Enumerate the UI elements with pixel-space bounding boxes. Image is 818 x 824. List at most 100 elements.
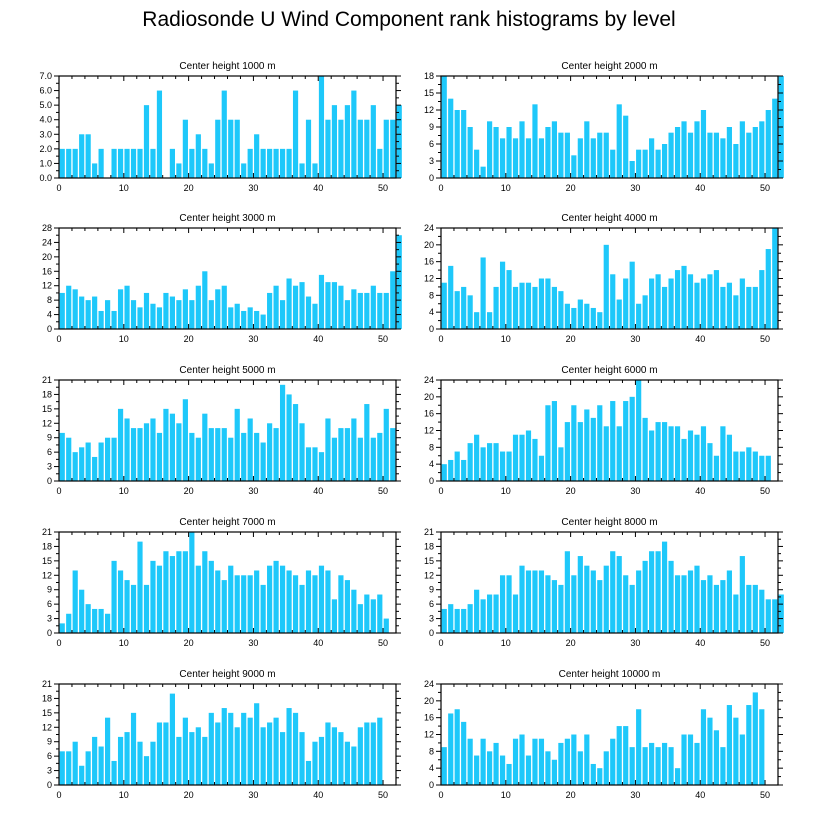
histogram-bar xyxy=(331,437,338,481)
histogram-bar xyxy=(292,285,299,329)
histogram-bar xyxy=(105,437,111,481)
y-tick-label: 5.0 xyxy=(39,100,52,110)
panel-title: Center height 4000 m xyxy=(561,213,657,224)
histogram-bar xyxy=(512,594,519,633)
histogram-bar xyxy=(661,144,668,178)
histogram-bar xyxy=(228,307,234,329)
histogram-bar xyxy=(661,541,668,633)
histogram-bar xyxy=(370,599,376,633)
histogram-bar xyxy=(241,163,247,178)
x-tick-label: 30 xyxy=(630,183,640,193)
histogram-bar xyxy=(577,138,583,178)
histogram-bar xyxy=(247,148,253,178)
histogram-bar xyxy=(655,747,661,786)
histogram-bar xyxy=(383,408,389,481)
histogram-bar xyxy=(228,437,234,481)
histogram-panel: Center height 2000 m 0 10 20 30 40 50 0 3 6 9 12 15 1… xyxy=(424,61,784,193)
x-tick-label: 30 xyxy=(248,638,258,648)
histogram-bar xyxy=(584,303,590,329)
histogram-bar xyxy=(687,274,694,329)
histogram-bar xyxy=(752,286,758,329)
y-tick-label: 0 xyxy=(429,324,434,334)
histogram-bar xyxy=(461,721,467,786)
histogram-bar xyxy=(117,736,124,785)
histogram-panel: Center height 3000 m 0 10 20 30 40 50 0 4 8 12 16 20… xyxy=(42,213,402,344)
histogram-bar xyxy=(92,608,98,633)
histogram-bar xyxy=(344,300,350,329)
y-tick-label: 12 xyxy=(42,281,52,291)
y-tick-label: 9 xyxy=(429,122,434,132)
histogram-bar xyxy=(92,456,98,481)
histogram-bar xyxy=(538,738,545,785)
histogram-bar xyxy=(532,438,538,481)
histogram-bar xyxy=(66,285,72,329)
histogram-bar xyxy=(733,594,739,633)
histogram-bar xyxy=(208,300,214,329)
histogram-bar xyxy=(558,291,564,330)
histogram-bar xyxy=(519,121,525,178)
histogram-bar xyxy=(733,451,739,481)
histogram-bar xyxy=(351,418,357,481)
histogram-bar xyxy=(377,594,383,633)
x-tick-label: 20 xyxy=(566,638,576,648)
histogram-bar xyxy=(713,455,720,481)
histogram-bar xyxy=(597,312,603,329)
panel-title: Center height 8000 m xyxy=(561,517,657,528)
histogram-bar xyxy=(260,314,266,329)
histogram-bar xyxy=(700,426,707,481)
histogram-bar xyxy=(124,580,130,633)
histogram-bar xyxy=(247,418,253,481)
histogram-bar xyxy=(234,303,240,329)
histogram-bar xyxy=(545,751,551,785)
histogram-bar xyxy=(279,732,286,785)
histogram-bar xyxy=(499,138,506,178)
histogram-bar xyxy=(545,278,551,329)
y-tick-label: 7.0 xyxy=(39,71,52,81)
histogram-bar xyxy=(189,148,195,178)
histogram-bar xyxy=(538,455,545,481)
x-tick-label: 40 xyxy=(695,334,705,344)
histogram-bar xyxy=(59,623,65,633)
histogram-bar xyxy=(273,285,279,329)
y-tick-label: 18 xyxy=(424,71,434,81)
histogram-bar xyxy=(487,312,493,329)
histogram-bar xyxy=(661,286,668,329)
y-tick-label: 3 xyxy=(47,614,52,624)
x-tick-label: 10 xyxy=(119,638,129,648)
histogram-bar xyxy=(487,443,493,482)
histogram-bar xyxy=(299,584,305,633)
histogram-bar xyxy=(111,560,117,633)
histogram-bar xyxy=(254,134,260,178)
histogram-bar xyxy=(279,300,286,329)
histogram-bar xyxy=(480,447,486,481)
histogram-bar xyxy=(228,565,234,633)
histogram-bar xyxy=(286,148,292,178)
histogram-bar xyxy=(325,722,331,785)
x-tick-label: 20 xyxy=(566,183,576,193)
histogram-bar xyxy=(234,408,240,481)
histogram-bar xyxy=(267,565,273,633)
y-tick-label: 15 xyxy=(424,88,434,98)
y-tick-label: 6.0 xyxy=(39,86,52,96)
y-tick-label: 18 xyxy=(42,693,52,703)
x-tick-label: 0 xyxy=(438,790,443,800)
histogram-bar xyxy=(72,452,78,481)
histogram-bar xyxy=(571,575,577,633)
histogram-bar xyxy=(130,300,137,329)
histogram-bar xyxy=(377,148,383,178)
histogram-bar xyxy=(759,709,765,785)
histogram-bar xyxy=(390,428,396,481)
histogram-bar xyxy=(616,426,622,481)
histogram-bar xyxy=(267,148,273,178)
histogram-bar xyxy=(208,560,214,633)
histogram-bar xyxy=(338,575,344,633)
histogram-bar xyxy=(551,286,557,329)
histogram-bar xyxy=(312,163,318,178)
histogram-bar xyxy=(325,282,331,329)
histogram-bar xyxy=(377,432,383,481)
histogram-bar xyxy=(739,278,745,329)
histogram-bar xyxy=(733,295,739,329)
x-tick-label: 50 xyxy=(378,183,388,193)
histogram-bar xyxy=(344,105,350,178)
histogram-bar xyxy=(85,604,91,633)
